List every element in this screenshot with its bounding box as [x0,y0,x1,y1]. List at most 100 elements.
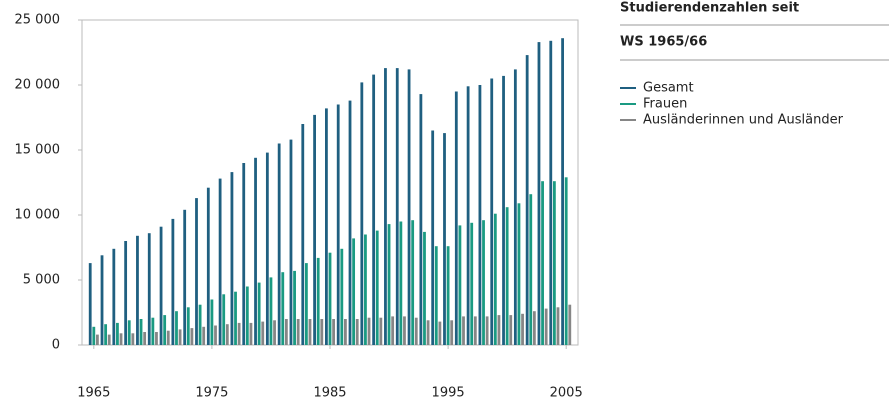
bar [316,257,320,345]
bar [478,85,482,345]
bar [206,187,210,345]
bar [289,139,293,345]
bar [265,152,269,345]
bar [426,320,430,345]
bar [541,181,544,345]
bar [505,207,509,345]
bar [485,316,489,345]
bar [124,241,128,345]
bar [163,315,167,345]
legend-label: Gesamt [643,81,694,96]
bar [490,78,494,345]
bar [313,114,316,346]
bar [320,319,324,345]
bar [332,319,335,345]
y-tick-label: 15 000 [15,143,61,158]
bar [284,319,288,345]
bar [308,319,312,345]
y-tick-label: 5 000 [23,273,60,288]
bar [273,320,276,345]
bar [269,277,273,345]
bar [423,231,426,345]
bar [375,230,379,345]
bar [237,322,241,345]
bar [136,235,139,345]
bar [210,299,214,345]
bar [399,221,403,345]
x-tick-label: 1985 [313,386,346,401]
bar [340,248,344,345]
bar [568,304,572,345]
bar [549,40,553,346]
bar [186,307,190,345]
x-tick-label: 2005 [550,386,583,401]
bar [403,316,406,345]
bar [372,74,376,345]
y-tick-label: 25 000 [15,13,61,28]
bar [119,333,123,345]
bar [202,326,206,345]
bar [143,332,147,345]
bar [454,91,458,345]
bar [234,291,237,345]
bar [301,124,305,345]
bar [517,203,521,345]
bar [277,143,281,345]
bar [537,42,541,345]
bar [564,177,568,345]
bar [446,246,450,345]
bar [458,225,462,345]
bar [411,220,415,345]
bar [473,316,477,345]
bar [100,255,104,345]
bar [438,321,442,345]
bar [230,172,234,345]
bar [387,224,391,345]
bar [336,104,340,345]
bar [497,315,501,345]
bar [245,286,249,345]
bar [391,316,395,345]
bar [470,222,474,345]
bar [556,307,560,345]
x-tick-label: 1995 [432,386,465,401]
bar [96,334,99,345]
bar [561,38,564,345]
bar [552,181,556,345]
bar [502,75,505,346]
bar [171,218,175,345]
y-tick-label: 20 000 [15,78,61,93]
bar [355,319,359,345]
bar [407,69,411,346]
bar [296,319,300,345]
bar [112,248,116,345]
bar [434,246,438,345]
bar [450,320,454,345]
bar [325,108,328,346]
bar [218,178,222,345]
bar [131,333,135,345]
bar [92,326,96,345]
bar [328,252,332,345]
bar [344,319,347,345]
bar [360,82,364,346]
bar [139,319,143,345]
bar [521,313,524,345]
bar [249,322,253,345]
bar [414,317,418,345]
bar [419,94,423,345]
bar [183,209,187,345]
chart-subtitle: WS 1965/66 [620,35,707,50]
bar [532,311,536,345]
bar [242,163,246,345]
bar [509,315,513,345]
bar [261,321,265,345]
bar [525,55,529,345]
bar [529,194,533,345]
bar [198,304,202,345]
bar [254,157,257,345]
bar [493,213,497,345]
bar [482,220,485,345]
legend-label: Ausländerinnen und Ausländer [643,113,844,128]
